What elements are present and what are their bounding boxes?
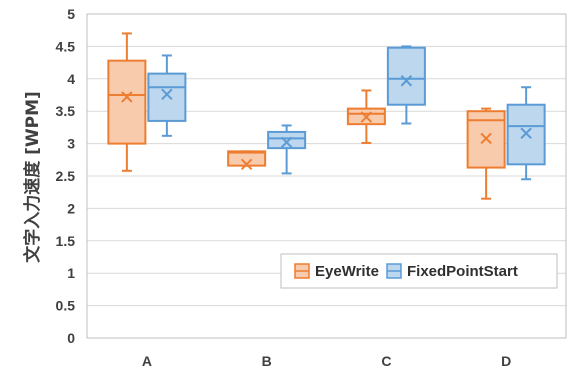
x-axis-ticks: A B C D [142,353,511,369]
legend-item-FixedPointStart: FixedPointStart [386,263,518,280]
y-tick-label: 0.5 [56,298,76,314]
legend-label: FixedPointStart [407,263,518,280]
y-tick-label: 1.5 [56,233,76,249]
y-tick-label: 4 [67,71,75,87]
legend-label: EyeWrite [315,263,379,280]
iqr-box [147,72,187,122]
y-tick-label: 2.5 [56,168,76,184]
mean-marker [480,132,492,145]
x-tick-label: B [262,353,272,369]
y-tick-label: 3.5 [56,103,76,119]
y-tick-label: 2 [67,200,75,216]
mean-marker [400,75,413,87]
mean-marker [360,111,373,123]
box-series [107,32,546,200]
mean-marker [520,127,532,139]
y-tick-label: 5 [67,6,75,22]
mean-marker [121,91,133,103]
y-tick-label: 0 [67,330,75,346]
mean-marker [161,88,173,101]
iqr-box [386,46,426,106]
x-tick-label: C [381,353,391,369]
y-tick-label: 3 [67,136,75,152]
legend-box [280,253,558,289]
legend: EyeWrite FixedPointStart [280,253,558,289]
box-EyeWrite-A [107,32,147,172]
legend-item-EyeWrite: EyeWrite [294,263,379,280]
x-tick-label: A [142,353,152,369]
box-EyeWrite-D [466,107,506,200]
y-axis-label: 文字入力速度 [WPM] [22,91,43,263]
box-EyeWrite-B [227,150,267,171]
mean-marker [240,158,253,171]
gridlines [87,13,566,339]
iqr-box [267,130,307,150]
y-tick-label: 1 [67,265,75,281]
box-FixedPointStart-A [147,54,187,137]
mean-marker [280,136,293,149]
y-tick-label: 4.5 [56,38,76,54]
iqr-box [107,59,147,145]
box-FixedPointStart-C [386,45,426,125]
y-axis-ticks: 0 0.5 1 1.5 2 2.5 3 3.5 4 4.5 5 [56,6,76,346]
x-tick-label: D [501,353,511,369]
box-FixedPointStart-D [506,86,546,181]
plot-area [86,13,567,339]
box-EyeWrite-C [346,89,386,144]
plot-border [86,13,567,339]
box-FixedPointStart-B [267,124,307,175]
